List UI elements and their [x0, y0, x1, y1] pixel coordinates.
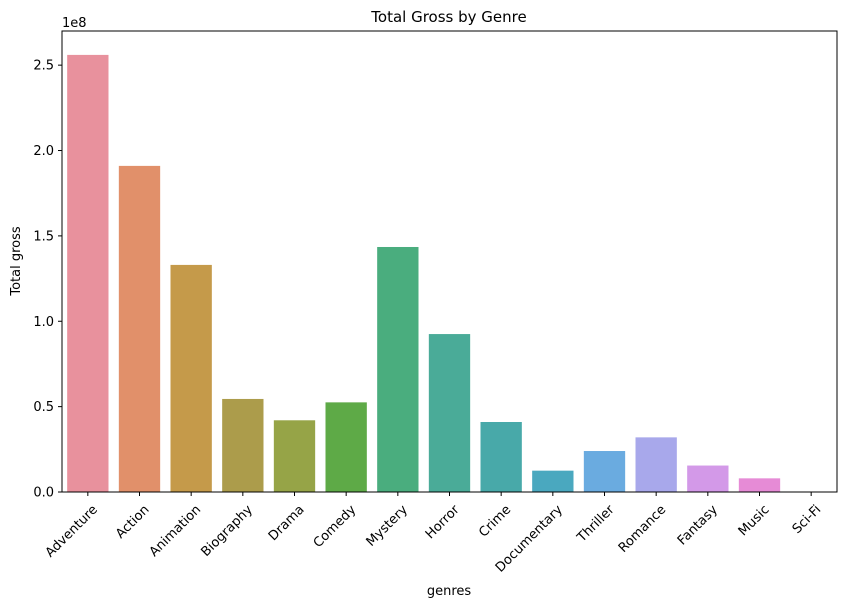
x-tick-label: Action [113, 502, 152, 541]
chart-title: Total Gross by Genre [370, 8, 526, 26]
y-tick-label: 2.0 [33, 144, 54, 159]
bar-action [118, 165, 161, 492]
y-tick-label: 0.0 [33, 486, 54, 501]
x-tick-label: Fantasy [675, 502, 721, 548]
x-tick-label: Crime [476, 502, 514, 540]
y-tick-label: 1.5 [33, 229, 54, 244]
x-tick-label: Drama [266, 502, 308, 544]
bar-animation [170, 264, 212, 492]
x-tick-label: Adventure [43, 502, 101, 560]
bar-crime [480, 422, 522, 492]
x-tick-label: Sci-Fi [790, 502, 825, 537]
bar-documentary [532, 470, 574, 492]
plot-frame [61, 30, 838, 493]
y-axis-ticks: 0.0 0.5 1.0 1.5 2.0 2.5 [33, 59, 62, 501]
y-tick-label: 1.0 [33, 315, 54, 330]
x-tick-label: Animation [147, 502, 204, 559]
y-axis-offset-label: 1e8 [62, 16, 87, 31]
bars-group [67, 54, 781, 493]
x-axis-label: genres [427, 584, 472, 599]
bar-horror [428, 334, 471, 492]
bar-adventure [67, 54, 109, 493]
bar-comedy [325, 402, 367, 492]
x-tick-label: Comedy [311, 502, 360, 551]
x-tick-label: Music [736, 502, 773, 539]
x-tick-label: Romance [616, 502, 669, 555]
y-tick-label: 2.5 [33, 59, 54, 74]
bar-thriller [583, 451, 626, 492]
bar-fantasy [687, 465, 729, 492]
bar-music [738, 478, 781, 492]
y-tick-label: 0.5 [33, 400, 54, 415]
bar-biography [222, 398, 264, 492]
x-tick-label: Mystery [364, 502, 411, 549]
x-tick-label: Biography [198, 502, 256, 560]
x-tick-label: Horror [423, 502, 463, 542]
bar-drama [273, 420, 316, 492]
bar-romance [635, 437, 677, 492]
x-tick-label: Thriller [574, 502, 618, 546]
y-axis-label: Total gross [9, 226, 24, 297]
bar-mystery [377, 246, 419, 492]
